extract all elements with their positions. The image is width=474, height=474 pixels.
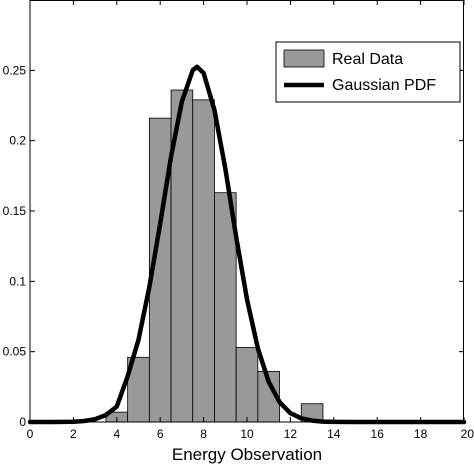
y-tick-label: 0.05 <box>3 345 27 359</box>
x-tick-label: 0 <box>27 427 34 441</box>
y-tick-label: 0.1 <box>9 274 26 288</box>
x-tick-label: 16 <box>371 427 385 441</box>
legend-label-real-data: Real Data <box>332 51 403 68</box>
y-tick-label: 0.15 <box>3 204 27 218</box>
y-tick-label: 0.2 <box>9 134 26 148</box>
y-tick-label: 0.25 <box>3 63 27 77</box>
x-tick-label: 18 <box>414 427 428 441</box>
x-tick-label: 2 <box>70 427 77 441</box>
y-ticks: 0 0.05 0.1 0.15 0.2 0.25 <box>3 63 464 429</box>
histogram-bar <box>192 99 215 423</box>
x-tick-label: 4 <box>113 427 120 441</box>
histogram-bar <box>235 347 259 423</box>
y-tick-label: 0 <box>19 415 26 429</box>
x-ticks: 0 2 4 6 8 10 12 14 16 18 20 <box>27 0 474 441</box>
legend-label-gaussian-pdf: Gaussian PDF <box>332 77 436 94</box>
x-tick-label: 8 <box>200 427 207 441</box>
x-tick-label: 6 <box>157 427 164 441</box>
legend-swatch-real-data <box>283 49 325 68</box>
x-tick-label: 10 <box>240 427 254 441</box>
x-tick-label: 20 <box>461 427 474 441</box>
x-tick-label: 12 <box>284 427 298 441</box>
legend: Real Data Gaussian PDF <box>275 41 461 103</box>
x-axis-label: Energy Observation <box>172 445 322 464</box>
x-tick-label: 14 <box>327 427 341 441</box>
